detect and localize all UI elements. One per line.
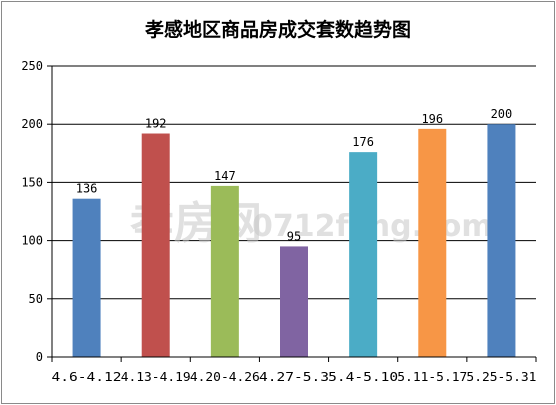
chart-title: 孝感地区商品房成交套数趋势图: [145, 18, 411, 41]
x-tick-label: 4.27-5.3: [259, 370, 329, 384]
bars: [72, 124, 516, 357]
x-tick-label: 4.6-4.12: [52, 370, 122, 384]
y-tick-label: 50: [29, 292, 43, 306]
x-tick-label: 5.4-5.10: [328, 370, 398, 384]
data-label: 176: [352, 135, 374, 149]
data-label: 196: [421, 112, 443, 126]
x-tick-label: 4.20-4.26: [190, 370, 260, 384]
y-tick-label: 150: [21, 175, 43, 189]
bar: [280, 246, 308, 357]
x-tick-label: 4.13-4.19: [121, 370, 191, 384]
data-label: 147: [214, 169, 236, 183]
y-tick-label: 200: [21, 117, 43, 131]
bar: [72, 198, 101, 357]
data-label: 192: [145, 117, 167, 131]
gridlines: [52, 65, 536, 300]
bar: [418, 128, 447, 357]
x-tick-label: 5.25-5.31: [466, 370, 536, 384]
y-tick-label: 250: [21, 59, 43, 73]
data-label: 95: [287, 229, 301, 243]
data-label: 200: [491, 107, 513, 121]
bar: [487, 124, 516, 357]
y-tick-label: 100: [21, 234, 43, 248]
bar: [141, 133, 170, 357]
bar: [210, 185, 239, 357]
x-axis: 4.6-4.12 4.13-4.19 4.20-4.26 4.27-5.3 5.4-5.…: [51, 66, 537, 384]
bar: [349, 152, 378, 357]
x-tick-label: 5.11-5.17: [397, 370, 467, 384]
y-axis-ticks: 0 50 100 150 200 250: [21, 59, 52, 364]
y-tick-label: 0: [36, 350, 43, 364]
data-labels: 136 192 147 95 176 196 200: [76, 107, 513, 243]
data-label: 136: [76, 182, 98, 196]
